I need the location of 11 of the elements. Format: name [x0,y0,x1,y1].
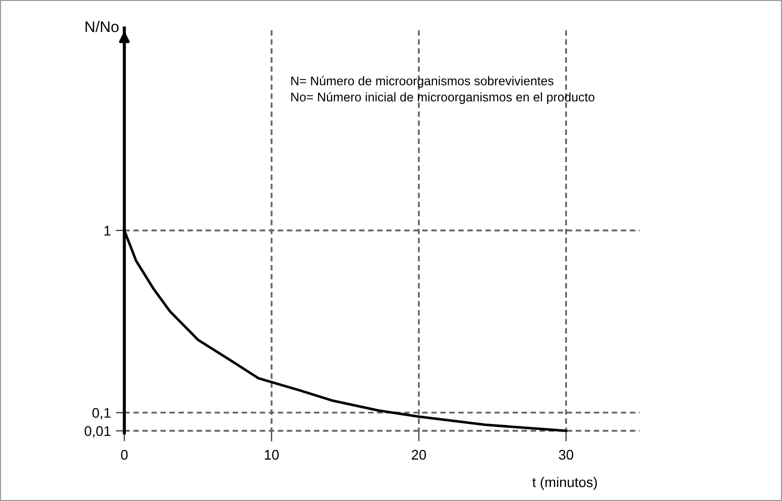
annotation: No= Número inicial de microorganismos en el producto [291,92,594,104]
x-tick-label: 30 [558,450,574,460]
y-tick-label: 0,01 [84,426,110,438]
x-tick-label: 10 [264,450,279,460]
x-axis-title: t (minutos) [532,476,597,490]
annotation: N= Número de microorganismos sobrevivientes [291,76,554,88]
x-tick-label: 0 [121,450,128,460]
x-tick-label: 20 [412,450,426,460]
y-tick-label: 1 [104,226,110,236]
y-tick-label: 0,1 [92,408,110,420]
y-axis-title: N/No [86,20,119,32]
